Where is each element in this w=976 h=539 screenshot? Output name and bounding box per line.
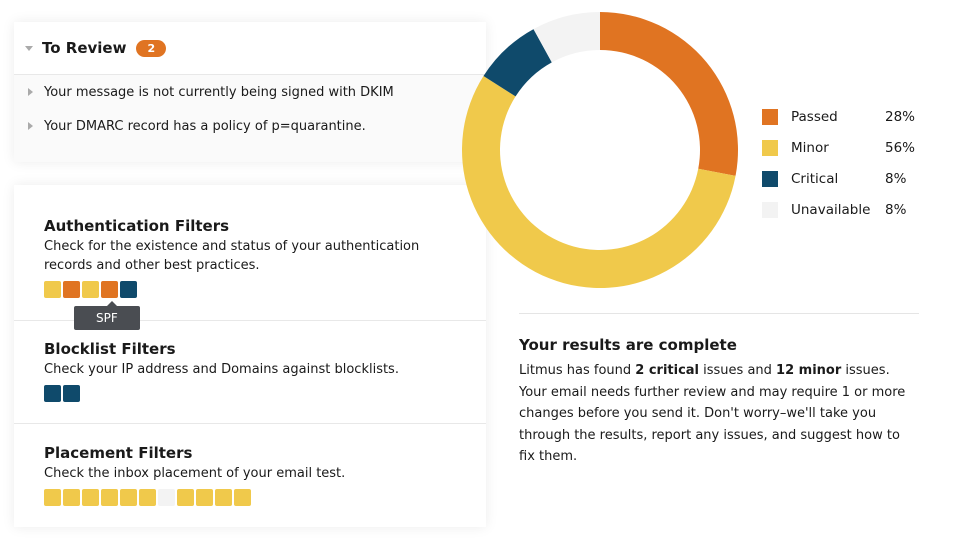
legend-item-minor: Minor 56% bbox=[762, 132, 915, 163]
status-block-minor[interactable] bbox=[82, 489, 99, 506]
legend-swatch bbox=[762, 108, 778, 125]
legend-value: 56% bbox=[885, 139, 916, 156]
results-summary: Your results are complete Litmus has fou… bbox=[519, 313, 919, 468]
legend-item-critical: Critical 8% bbox=[762, 163, 915, 194]
status-block-minor[interactable] bbox=[120, 489, 137, 506]
legend-value: 8% bbox=[885, 201, 907, 218]
blocklist-filters-section: Blocklist Filters Check your IP address … bbox=[14, 321, 486, 424]
caret-right-icon bbox=[28, 88, 33, 96]
placement-filters-section: Placement Filters Check the inbox placem… bbox=[14, 424, 486, 506]
status-block-minor[interactable] bbox=[196, 489, 213, 506]
status-block-minor[interactable] bbox=[101, 489, 118, 506]
legend-label: Passed bbox=[791, 108, 838, 125]
status-block-minor[interactable] bbox=[82, 281, 99, 298]
section-title: Authentication Filters bbox=[44, 217, 230, 235]
status-blocks bbox=[44, 489, 456, 506]
legend-item-unavailable: Unavailable 8% bbox=[762, 194, 915, 225]
caret-down-icon[interactable] bbox=[25, 45, 33, 51]
review-item[interactable]: Your message is not currently being sign… bbox=[14, 75, 486, 109]
review-item-label: Your DMARC record has a policy of p=quar… bbox=[44, 118, 366, 134]
results-donut-chart bbox=[462, 12, 738, 288]
section-description: Check the inbox placement of your email … bbox=[44, 466, 346, 481]
status-block-passed[interactable] bbox=[101, 281, 118, 298]
donut-slice-passed bbox=[600, 12, 738, 176]
legend-item-passed: Passed 28% bbox=[762, 101, 915, 132]
status-blocks bbox=[44, 385, 456, 402]
status-block-minor[interactable] bbox=[177, 489, 194, 506]
to-review-panel: To Review 2 Your message is not currentl… bbox=[14, 22, 486, 162]
donut-slice-minor bbox=[462, 76, 736, 288]
section-title: Placement Filters bbox=[44, 444, 193, 462]
authentication-filters-section: Authentication Filters Check for the exi… bbox=[14, 185, 486, 330]
status-block-critical[interactable] bbox=[63, 385, 80, 402]
to-review-header[interactable]: To Review 2 bbox=[14, 22, 486, 75]
review-item[interactable]: Your DMARC record has a policy of p=quar… bbox=[14, 109, 486, 143]
status-block-critical[interactable] bbox=[44, 385, 61, 402]
review-item-label: Your message is not currently being sign… bbox=[44, 84, 394, 100]
legend-swatch bbox=[762, 139, 778, 156]
status-block-minor[interactable] bbox=[63, 489, 80, 506]
results-text: Litmus has found 2 critical issues and 1… bbox=[519, 363, 906, 464]
caret-right-icon bbox=[28, 122, 33, 130]
legend-label: Unavailable bbox=[791, 201, 871, 218]
legend-value: 8% bbox=[885, 170, 907, 187]
section-description: Check your IP address and Domains agains… bbox=[44, 362, 399, 377]
status-blocks bbox=[44, 281, 456, 298]
to-review-title: To Review bbox=[42, 39, 127, 57]
tooltip: SPF bbox=[74, 301, 140, 330]
status-block-unavailable[interactable] bbox=[158, 489, 175, 506]
section-title: Blocklist Filters bbox=[44, 340, 176, 358]
status-block-minor[interactable] bbox=[234, 489, 251, 506]
status-block-minor[interactable] bbox=[139, 489, 156, 506]
status-block-passed[interactable] bbox=[63, 281, 80, 298]
status-block-minor[interactable] bbox=[44, 489, 61, 506]
review-count-badge: 2 bbox=[136, 39, 167, 57]
donut-slice-critical bbox=[483, 29, 552, 97]
section-description: Check for the existence and status of yo… bbox=[44, 239, 420, 273]
status-block-minor[interactable] bbox=[215, 489, 232, 506]
legend-swatch bbox=[762, 170, 778, 187]
status-block-minor[interactable] bbox=[44, 281, 61, 298]
donut-slice-unavailable bbox=[533, 12, 600, 63]
legend-swatch bbox=[762, 201, 778, 218]
status-block-critical[interactable] bbox=[120, 281, 137, 298]
results-title: Your results are complete bbox=[519, 336, 737, 354]
filters-panel: Authentication Filters Check for the exi… bbox=[14, 185, 486, 527]
chart-legend: Passed 28% Minor 56% Critical 8% Unavailable 8% bbox=[762, 101, 915, 225]
legend-value: 28% bbox=[885, 108, 916, 125]
legend-label: Minor bbox=[791, 139, 829, 156]
legend-label: Critical bbox=[791, 170, 839, 187]
